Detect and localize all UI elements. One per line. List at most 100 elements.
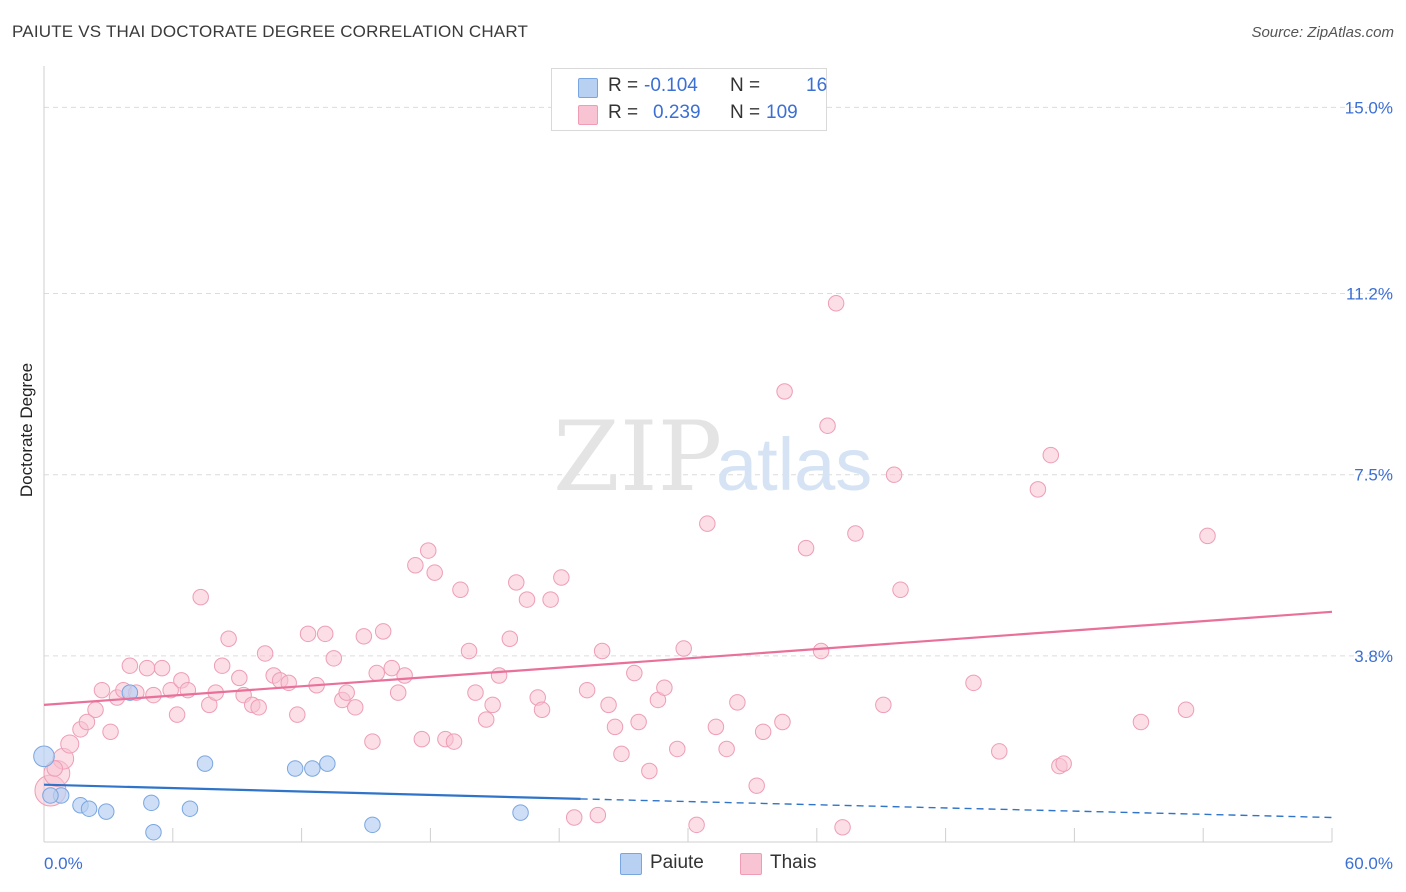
paiute-point (121, 684, 139, 701)
paiute-point (286, 760, 304, 777)
thai-point (250, 699, 267, 716)
thai-point (93, 681, 111, 699)
paiute-point (319, 755, 336, 772)
y-axis-label-wrap: Doctorate Degree (14, 330, 40, 530)
thai-point (477, 711, 495, 728)
thai-point (168, 706, 186, 723)
thai-point (389, 684, 407, 701)
thai-point (606, 718, 624, 736)
paiute-point (80, 800, 98, 817)
thai-point (374, 623, 392, 640)
paiute-swatch (620, 853, 642, 875)
thai-point (460, 642, 478, 660)
thai-point (396, 667, 413, 684)
thai-point (1042, 446, 1060, 464)
x-tick-label: 0.0% (44, 854, 83, 873)
thai-point (467, 684, 484, 701)
thai-point (641, 762, 658, 780)
x-tick-label: 60.0% (1345, 854, 1393, 873)
thai-point (834, 819, 851, 836)
paiute-point (98, 803, 115, 820)
thai-point (774, 713, 791, 731)
grid-layer (44, 106, 1394, 657)
y-tick-label: 3.8% (1354, 647, 1393, 666)
thai-point (231, 669, 248, 687)
thai-point (533, 701, 551, 719)
thai-point (46, 760, 63, 777)
thai-point (578, 681, 596, 699)
thai-point (407, 557, 424, 574)
thai-point (600, 696, 617, 714)
thai-point (220, 630, 237, 647)
thai-point (656, 679, 673, 696)
thai-point (1029, 481, 1047, 498)
thai-point (289, 706, 306, 723)
thai-point (819, 417, 836, 434)
axis-layer (43, 66, 1333, 843)
thai-point (426, 564, 443, 581)
thai-point (508, 574, 525, 591)
thai-point (875, 696, 892, 714)
thai-point (892, 581, 909, 599)
paiute-legend-label: Paiute (650, 852, 704, 873)
paiute-swatch (578, 78, 598, 98)
thai-point (669, 740, 686, 758)
trend-layer (43, 610, 1333, 819)
paiute-point (33, 745, 55, 768)
thai-point (368, 664, 385, 682)
thai-point (699, 515, 716, 532)
thai-swatch (578, 105, 598, 125)
thai-point (729, 694, 746, 711)
y-tick-label: 11.2% (1346, 284, 1393, 303)
paiute-point (304, 760, 321, 777)
thai-point (355, 628, 373, 645)
paiute-point (364, 816, 381, 834)
thai-point (1199, 527, 1216, 545)
legend-r-label: R = (608, 102, 639, 123)
thai-trend-line (43, 610, 1333, 706)
thai-point (675, 640, 692, 657)
legend-n-label: N = (730, 102, 761, 123)
thai-point (827, 295, 845, 312)
y-tick-label: 7.5% (1354, 466, 1393, 485)
y-tick-label: 15.0% (1345, 98, 1393, 117)
thai-point (484, 696, 501, 714)
thai-point (299, 625, 317, 643)
watermark-atlas: atlas (716, 423, 872, 506)
thai-point (589, 806, 607, 824)
legend-r-label: R = (608, 75, 639, 96)
thai-point (364, 733, 381, 750)
thai-point (501, 630, 519, 647)
chart-title: PAIUTE VS THAI DOCTORATE DEGREE CORRELAT… (12, 22, 529, 41)
y-axis-label: Doctorate Degree (17, 362, 36, 498)
thai-point (162, 681, 179, 699)
thai-point (593, 642, 611, 660)
thai-point (78, 713, 96, 731)
thai-point (1055, 755, 1072, 772)
thai-point (754, 723, 772, 741)
legend-r-value: -0.104 (644, 75, 698, 96)
thai-point (748, 777, 765, 794)
paiute-point (42, 787, 59, 804)
paiute-trend-extension (580, 798, 1333, 819)
thai-point (1132, 713, 1150, 731)
thai-point (812, 642, 830, 660)
correlation-legend: R = -0.104 N = 16 R = 0.239 N = 109 (551, 68, 827, 131)
paiute-point (181, 800, 199, 817)
paiute-point (512, 804, 529, 821)
thai-point (153, 659, 171, 677)
thai-point (60, 734, 80, 754)
thai-point (102, 723, 119, 741)
thai-point (413, 730, 431, 748)
paiute-point (196, 755, 214, 772)
thai-point (87, 701, 104, 719)
thai-point (991, 743, 1008, 760)
thai-swatch (740, 853, 762, 875)
thai-point (688, 816, 705, 834)
thai-point (121, 657, 139, 674)
thai-point (885, 466, 903, 483)
points-layer (33, 295, 1216, 841)
thai-point (452, 581, 469, 599)
thai-point (518, 591, 536, 608)
